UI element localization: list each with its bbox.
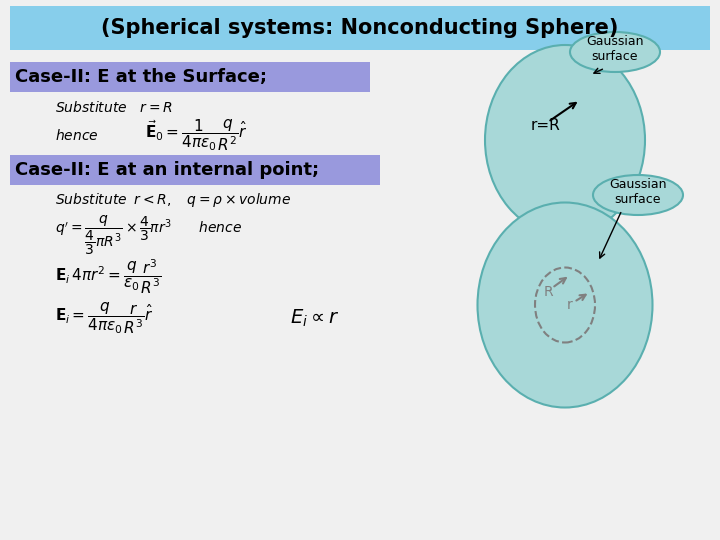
Text: $\mathbf{E}_i\,4\pi r^2 = \dfrac{q}{\varepsilon_0}\dfrac{r^3}{R^3}$: $\mathbf{E}_i\,4\pi r^2 = \dfrac{q}{\var… xyxy=(55,258,162,296)
Text: $E_i \propto r$: $E_i \propto r$ xyxy=(290,307,339,329)
Text: $\mathit{hence}$: $\mathit{hence}$ xyxy=(55,127,99,143)
Ellipse shape xyxy=(593,175,683,215)
Text: Case-II: E at an internal point;: Case-II: E at an internal point; xyxy=(15,161,319,179)
Ellipse shape xyxy=(485,45,645,235)
Text: r=R: r=R xyxy=(530,118,560,132)
FancyBboxPatch shape xyxy=(10,155,380,185)
FancyBboxPatch shape xyxy=(10,6,710,50)
Text: $\mathit{Substitute}\;\; r < R, \quad q = \rho \times \mathit{volume}$: $\mathit{Substitute}\;\; r < R, \quad q … xyxy=(55,191,291,209)
Text: R: R xyxy=(543,285,553,299)
Text: Gaussian
surface: Gaussian surface xyxy=(586,35,644,63)
Text: $\mathbf{E}_i = \dfrac{q}{4\pi\varepsilon_0}\dfrac{r}{R^3}\hat{r}$: $\mathbf{E}_i = \dfrac{q}{4\pi\varepsilo… xyxy=(55,300,154,336)
Text: (Spherical systems: Nonconducting Sphere): (Spherical systems: Nonconducting Sphere… xyxy=(102,18,618,38)
Ellipse shape xyxy=(570,32,660,72)
Text: r: r xyxy=(567,298,573,312)
Text: $\mathit{Substitute}\quad r = R$: $\mathit{Substitute}\quad r = R$ xyxy=(55,100,173,116)
FancyBboxPatch shape xyxy=(10,62,370,92)
Text: $\vec{\mathbf{E}}_0 = \dfrac{1}{4\pi\varepsilon_0}\dfrac{q}{R^2}\hat{r}$: $\vec{\mathbf{E}}_0 = \dfrac{1}{4\pi\var… xyxy=(145,117,248,153)
Text: $q^{\prime} = \dfrac{q}{\dfrac{4}{3}\pi R^3}\times\dfrac{4}{3}\pi r^3 \quad\quad: $q^{\prime} = \dfrac{q}{\dfrac{4}{3}\pi … xyxy=(55,213,242,257)
Text: Gaussian
surface: Gaussian surface xyxy=(609,178,667,206)
Text: Case-II: E at the Surface;: Case-II: E at the Surface; xyxy=(15,68,267,86)
Ellipse shape xyxy=(477,202,652,408)
